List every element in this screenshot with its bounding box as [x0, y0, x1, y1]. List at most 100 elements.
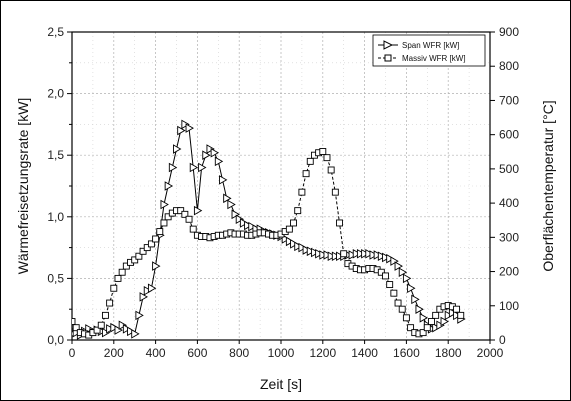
data-point-span [294, 241, 303, 252]
data-point-span [227, 199, 236, 210]
data-point-massiv [152, 235, 160, 243]
data-point-massiv [390, 289, 398, 297]
data-point-span [440, 316, 449, 327]
x-tick-label: 800 [229, 346, 249, 360]
data-point-massiv [298, 188, 306, 196]
data-point-massiv [407, 324, 415, 332]
data-point-span [386, 253, 395, 264]
data-point-span [185, 123, 194, 133]
data-point-massiv [160, 219, 168, 227]
data-point-span [219, 175, 228, 185]
data-point-span [223, 193, 232, 204]
data-point-span [214, 156, 224, 167]
data-point-span [244, 220, 253, 231]
data-point-span [415, 304, 424, 314]
data-point-span [168, 162, 178, 173]
data-point-massiv [135, 252, 143, 260]
data-point-span [390, 256, 399, 266]
data-point-span [110, 322, 119, 333]
data-point-span [173, 144, 182, 154]
data-point-massiv [336, 219, 343, 227]
data-point-massiv [432, 311, 440, 319]
y-tick-label: 1,0 [47, 210, 64, 224]
data-point-massiv [402, 314, 410, 322]
data-point-span [436, 320, 445, 330]
y2-tick-label: 500 [499, 162, 519, 176]
data-point-span [432, 322, 441, 333]
data-point-massiv [331, 188, 339, 196]
data-point-massiv [122, 262, 130, 270]
data-point-span [231, 209, 240, 220]
legend-marker-span [383, 40, 394, 50]
data-point-massiv [139, 247, 147, 255]
data-point-span [377, 251, 387, 261]
y2-tick-label: 0 [499, 333, 506, 347]
y2-tick-label: 800 [499, 59, 519, 73]
data-point-span [323, 250, 332, 260]
data-point-span [407, 283, 416, 294]
x-tick-label: 200 [104, 346, 124, 360]
series-layer [72, 119, 466, 340]
data-point-span [373, 250, 383, 260]
legend: Span WFR [kW] Massiv WFR [kW] [372, 34, 486, 67]
data-point-massiv [428, 318, 435, 325]
data-point-span [331, 251, 341, 261]
data-point-span [369, 250, 378, 260]
data-point-span [398, 267, 408, 278]
data-point-span [285, 236, 295, 247]
data-point-massiv [114, 274, 122, 282]
axis-ticks: 0 200 400 600 800 1000 1200 1400 1600 1800 20000,0… [47, 25, 519, 360]
data-point-span [239, 218, 249, 228]
legend-label-massiv: Massiv WFR [kW] [402, 54, 466, 63]
data-point-massiv [106, 299, 114, 307]
data-point-span [453, 310, 462, 321]
data-point-span [147, 283, 157, 294]
x-tick-label: 600 [187, 346, 207, 360]
data-point-span [352, 248, 362, 259]
x-tick-label: 1800 [435, 346, 462, 360]
data-point-massiv [118, 268, 126, 276]
data-point-span [361, 248, 370, 259]
data-point-massiv [101, 311, 109, 319]
data-point-massiv [340, 250, 348, 258]
data-point-span [189, 162, 199, 173]
legend-box [372, 34, 486, 67]
data-point-span [114, 325, 123, 335]
y2-tick-label: 200 [499, 265, 519, 279]
data-point-span [302, 245, 311, 255]
legend-label-span: Span WFR [kW] [402, 41, 459, 50]
data-point-span [290, 239, 299, 249]
data-point-span [210, 147, 220, 158]
y-axis-label: Wärmefreisetzungsrate [kW] [15, 98, 31, 275]
y2-tick-label: 100 [499, 299, 519, 313]
y-tick-label: 0,0 [47, 333, 64, 347]
data-point-span [152, 261, 161, 271]
data-point-massiv [147, 240, 155, 248]
data-point-span [193, 205, 203, 216]
y2-tick-label: 600 [499, 128, 519, 142]
data-point-massiv [290, 219, 297, 227]
x-tick-label: 1000 [268, 346, 295, 360]
data-point-massiv [319, 148, 327, 155]
data-point-massiv [394, 299, 402, 307]
data-point-massiv [327, 166, 335, 174]
data-point-span [419, 313, 429, 323]
data-point-massiv [72, 324, 80, 332]
y-tick-label: 1,5 [47, 148, 64, 162]
x-tick-label: 0 [69, 346, 76, 360]
data-point-span [160, 199, 169, 210]
y2-tick-label: 900 [499, 25, 519, 39]
data-point-massiv [453, 305, 461, 313]
data-point-massiv [302, 170, 310, 178]
data-point-span [235, 214, 245, 225]
data-point-span [181, 119, 190, 130]
data-point-massiv [382, 272, 389, 280]
y-tick-label: 2,0 [47, 87, 64, 101]
data-point-massiv [423, 324, 431, 332]
data-point-massiv [419, 329, 427, 337]
x-tick-label: 1600 [393, 346, 420, 360]
data-point-span [327, 251, 337, 261]
data-point-span [448, 308, 458, 318]
data-point-massiv [110, 284, 118, 292]
